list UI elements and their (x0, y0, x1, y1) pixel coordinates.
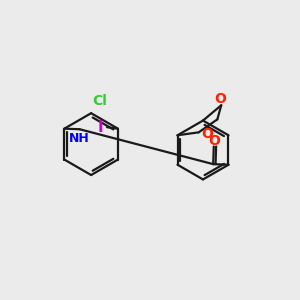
Text: O: O (208, 134, 220, 148)
Text: I: I (98, 120, 103, 135)
Text: NH: NH (69, 132, 89, 145)
Text: O: O (201, 127, 213, 141)
Text: O: O (214, 92, 226, 106)
Text: Cl: Cl (92, 94, 107, 108)
